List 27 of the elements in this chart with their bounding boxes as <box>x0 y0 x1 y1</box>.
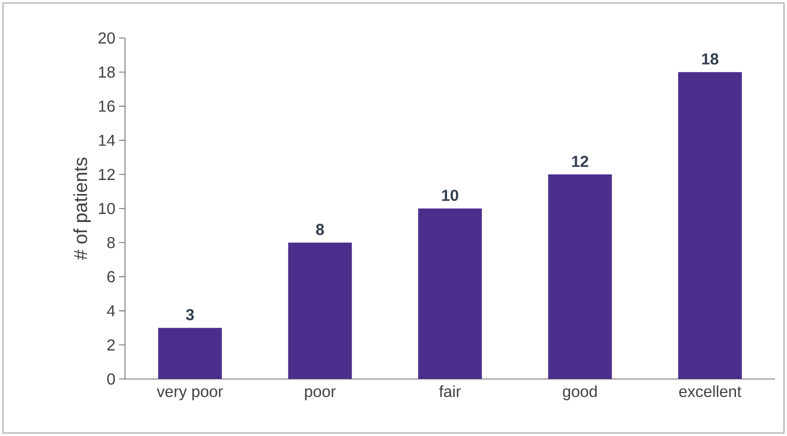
bar <box>548 174 612 379</box>
y-tick-label: 4 <box>106 305 116 316</box>
bar <box>288 242 352 379</box>
bar <box>418 208 482 379</box>
y-tick-label: 8 <box>107 236 115 248</box>
y-tick-label: 14 <box>98 134 116 146</box>
y-tick-label: 16 <box>98 100 115 112</box>
y-tick-label: 0 <box>107 373 115 385</box>
bar <box>158 328 222 379</box>
y-tick-label: 18 <box>98 66 115 78</box>
x-tick-label: very poor <box>156 388 223 400</box>
y-tick-label: 10 <box>98 202 115 214</box>
data-label: 10 <box>442 190 458 201</box>
y-tick-label: 20 <box>98 32 115 44</box>
data-label: 18 <box>702 53 718 65</box>
data-label: 8 <box>316 224 324 236</box>
x-tick-label: excellent <box>679 385 742 398</box>
x-tick-label: good <box>562 385 597 400</box>
y-tick-label: 2 <box>107 339 115 350</box>
data-label: 12 <box>572 156 588 167</box>
x-tick-label: poor <box>305 388 336 400</box>
bar <box>678 72 742 379</box>
x-tick-label: fair <box>439 385 461 398</box>
data-label: 3 <box>186 309 194 320</box>
y-axis-title: # of patients <box>73 158 91 260</box>
y-tick-label: 6 <box>107 271 115 282</box>
y-tick-label: 12 <box>98 168 115 180</box>
